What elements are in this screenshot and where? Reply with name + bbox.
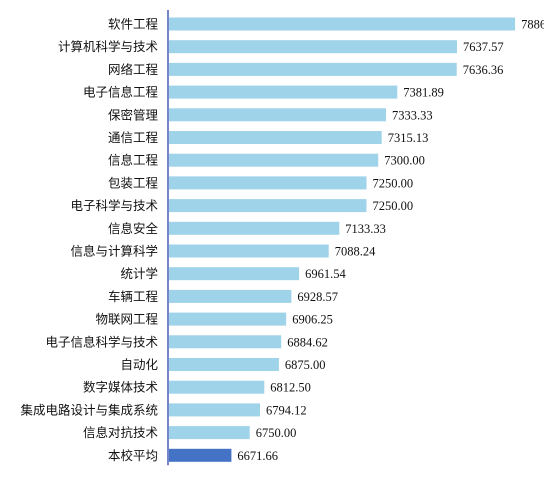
category-label-5: 通信工程 xyxy=(108,130,159,145)
category-label-19: 本校平均 xyxy=(108,448,158,463)
category-label-4: 保密管理 xyxy=(108,107,159,122)
value-label-6: 7300.00 xyxy=(384,154,425,168)
category-label-11: 统计学 xyxy=(120,266,158,281)
value-label-16: 6812.50 xyxy=(270,381,311,395)
value-label-1: 7637.57 xyxy=(463,40,504,54)
value-label-12: 6928.57 xyxy=(297,290,338,304)
category-label-17: 集成电路设计与集成系统 xyxy=(20,402,158,417)
category-label-12: 车辆工程 xyxy=(108,289,159,304)
bar-15 xyxy=(169,358,279,371)
value-label-7: 7250.00 xyxy=(373,176,414,190)
value-label-10: 7088.24 xyxy=(335,245,376,259)
bar-11 xyxy=(169,267,300,281)
category-label-10: 信息与计算科学 xyxy=(70,244,158,259)
category-label-6: 信息工程 xyxy=(108,153,159,168)
value-label-15: 6875.00 xyxy=(285,358,326,372)
bar-4 xyxy=(169,108,386,122)
category-label-0: 软件工程 xyxy=(108,17,159,32)
bar-5 xyxy=(169,131,382,144)
bar-3 xyxy=(169,85,398,99)
bar-9 xyxy=(169,221,340,235)
category-label-14: 电子信息科学与技术 xyxy=(45,334,158,349)
value-label-0: 7886.36 xyxy=(521,18,544,32)
value-label-3: 7381.89 xyxy=(403,86,444,100)
category-labels-group: 软件工程计算机科学与技术网络工程电子信息工程保密管理通信工程信息工程包装工程电子… xyxy=(20,17,158,463)
bar-8 xyxy=(169,199,367,213)
value-label-18: 6750.00 xyxy=(256,426,297,440)
category-label-8: 电子科学与技术 xyxy=(70,198,158,213)
bar-7 xyxy=(169,176,367,190)
category-label-9: 信息安全 xyxy=(108,221,159,236)
value-label-8: 7250.00 xyxy=(373,199,414,213)
bar-10 xyxy=(169,244,329,258)
value-label-13: 6906.25 xyxy=(292,313,333,327)
category-label-13: 物联网工程 xyxy=(95,312,158,327)
value-label-2: 7636.36 xyxy=(463,63,504,77)
value-label-17: 6794.12 xyxy=(266,403,307,417)
category-label-15: 自动化 xyxy=(120,357,158,372)
category-label-16: 数字媒体技术 xyxy=(83,380,159,395)
bar-14 xyxy=(169,335,282,349)
bar-19 xyxy=(169,448,232,462)
category-label-2: 网络工程 xyxy=(108,62,159,77)
value-label-5: 7315.13 xyxy=(388,131,429,145)
bar-13 xyxy=(169,312,287,326)
bar-2 xyxy=(169,62,457,76)
category-label-1: 计算机科学与技术 xyxy=(58,39,159,54)
value-label-19: 6671.66 xyxy=(237,449,278,463)
value-labels-group: 7886.36 7637.57 7636.36 7381.89 7333.33 7315.… xyxy=(237,18,544,463)
bar-6 xyxy=(169,153,379,167)
bar-1 xyxy=(169,40,457,54)
bars-group xyxy=(169,17,516,462)
bar-18 xyxy=(169,426,250,440)
value-label-11: 6961.54 xyxy=(305,267,346,281)
category-label-7: 包装工程 xyxy=(108,175,159,190)
value-label-14: 6884.62 xyxy=(287,335,328,349)
bar-0 xyxy=(169,17,516,31)
bar-12 xyxy=(169,289,292,303)
value-label-9: 7133.33 xyxy=(345,222,386,236)
category-label-18: 信息对抗技术 xyxy=(83,425,159,440)
bar-17 xyxy=(169,403,260,417)
category-label-3: 电子信息工程 xyxy=(83,85,159,100)
value-label-4: 7333.33 xyxy=(392,108,433,122)
bar-16 xyxy=(169,380,265,394)
